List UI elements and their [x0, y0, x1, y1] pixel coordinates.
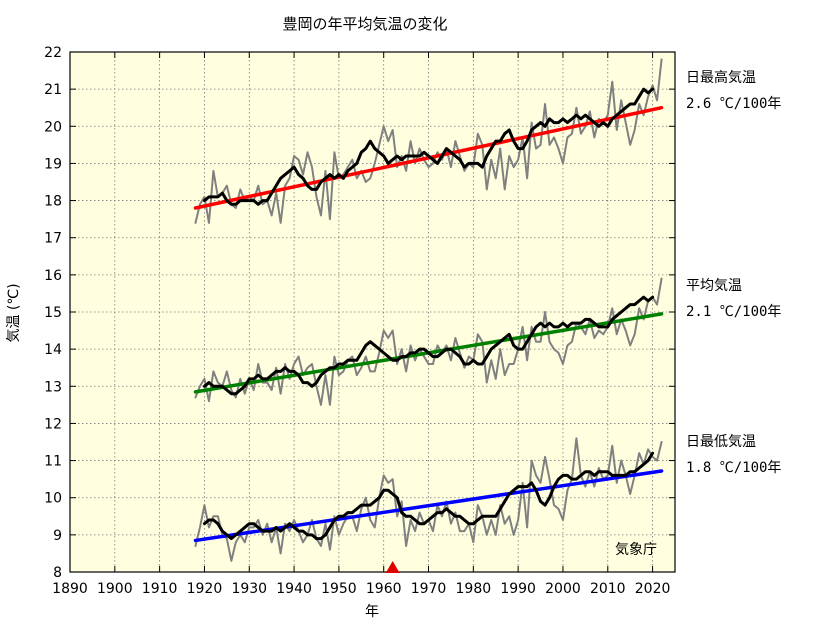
x-tick-label: 2020	[635, 581, 671, 597]
y-tick-label: 12	[44, 416, 62, 432]
x-tick-label: 1940	[276, 581, 312, 597]
y-tick-label: 9	[53, 528, 62, 544]
y-tick-label: 14	[44, 342, 62, 358]
station-change-marker	[385, 561, 400, 573]
x-tick-label: 1960	[366, 581, 402, 597]
x-tick-label: 2010	[590, 581, 626, 597]
moving-average-line-min	[202, 451, 655, 541]
series-rate-min: 1.8 ℃/100年	[686, 460, 781, 476]
x-tick-label: 1950	[321, 581, 357, 597]
x-tick-label: 1990	[500, 581, 536, 597]
x-tick-label: 1920	[187, 581, 223, 597]
y-tick-label: 13	[44, 379, 62, 395]
moving-average-line-max	[202, 87, 655, 206]
y-tick-label: 15	[44, 305, 62, 321]
y-tick-label: 19	[44, 156, 62, 172]
y-tick-label: 8	[53, 565, 62, 581]
y-tick-label: 20	[44, 119, 62, 135]
series-label-max: 日最高気温	[686, 69, 756, 86]
x-tick-label: 1890	[52, 581, 88, 597]
x-axis-title: 年	[365, 604, 379, 620]
y-tick-label: 22	[44, 45, 62, 61]
chart-title: 豊岡の年平均気温の変化	[282, 15, 447, 33]
series-label-mean: 平均気温	[686, 278, 742, 294]
plot-frame	[69, 51, 676, 573]
y-tick-label: 21	[44, 82, 62, 98]
x-tick-label: 1980	[456, 581, 492, 597]
x-tick-label: 1900	[97, 581, 133, 597]
y-axis-title: 気温 (℃)	[6, 283, 22, 342]
y-tick-label: 18	[44, 194, 62, 210]
x-tick-label: 1930	[231, 581, 267, 597]
x-tick-label: 1910	[142, 581, 178, 597]
series-layer	[193, 58, 664, 562]
y-axis-tick-labels: 8 9 10 11 12 13 14 15 16 17 18 19 20 21 22	[44, 45, 62, 581]
y-tick-label: 11	[44, 454, 62, 470]
y-tick-label: 10	[44, 491, 62, 507]
series-rate-max: 2.6 ℃/100年	[686, 96, 781, 112]
x-tick-label: 2000	[545, 581, 581, 597]
x-tick-label: 1970	[411, 581, 447, 597]
x-axis-tick-labels: 1890 1900 1910 1920 1930 1940 1950 1960 1970 1980…	[52, 581, 670, 597]
credit-label: 気象庁	[615, 542, 657, 558]
series-label-min: 日最低気温	[686, 434, 756, 450]
series-rate-mean: 2.1 ℃/100年	[686, 304, 781, 320]
y-tick-label: 17	[44, 231, 62, 247]
axis-ticks	[69, 51, 675, 573]
annual-line-max	[194, 58, 663, 224]
annual-line-mean	[194, 277, 663, 406]
y-tick-label: 16	[44, 268, 62, 284]
moving-average-line-mean	[202, 295, 655, 396]
